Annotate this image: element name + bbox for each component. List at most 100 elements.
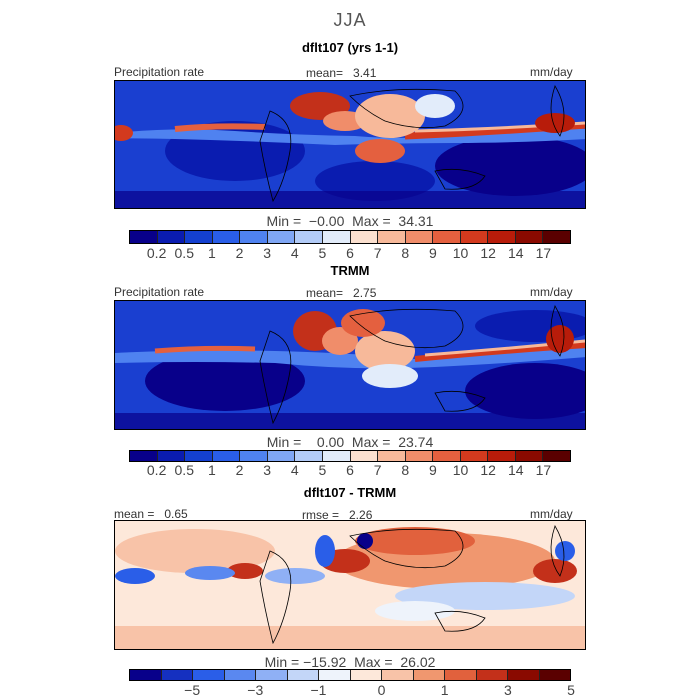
colorbar-tick-label: 17 (535, 245, 552, 261)
colorbar-segment (382, 670, 414, 680)
panel-2-units-label: mm/day (530, 285, 573, 299)
colorbar-segment (212, 231, 241, 243)
colorbar-segment (212, 451, 241, 461)
colorbar-segment (256, 670, 288, 680)
colorbar-tick-label: 8 (401, 245, 410, 261)
colorbar-tick-label: 12 (480, 245, 496, 261)
colorbar-tick-label: 6 (346, 245, 354, 261)
panel-2-title: TRMM (330, 263, 370, 278)
colorbar-segment (287, 670, 319, 680)
panel-3-rmse-label: rmse = 2.26 (302, 508, 373, 522)
colorbar-segment (185, 231, 213, 243)
colorbar-tick-label: −1 (310, 682, 327, 698)
panel-1-colorbar-ticks: 0.2 0.5 1 2 3 4 5 6 7 8 9 10 12 14 17 (129, 245, 571, 263)
panel-3-difference-field (115, 521, 585, 649)
panel-2-variable-label: Precipitation rate (114, 285, 205, 299)
colorbar-tick-label: 5 (567, 682, 575, 698)
colorbar-segment (488, 451, 516, 461)
panel-3-colorbar-ticks: −5 −3 −1 0 1 3 5 (129, 682, 575, 700)
colorbar-segment (405, 451, 434, 461)
colorbar-segment (378, 451, 406, 461)
colorbar-segment (130, 231, 158, 243)
colorbar-segment (539, 670, 570, 680)
panel-1-colorbar (129, 230, 571, 244)
colorbar-segment (405, 231, 434, 243)
colorbar-segment (295, 231, 323, 243)
colorbar-tick-label: 7 (373, 462, 382, 478)
colorbar-segment (508, 670, 540, 680)
panel-1-mean-label: mean= 3.41 (306, 66, 377, 80)
panel-1-precip-field (115, 81, 585, 208)
panel-1-title: dflt107 (yrs 1-1) (301, 40, 399, 55)
colorbar-segment (488, 231, 516, 243)
colorbar-segment (322, 231, 351, 243)
colorbar-tick-label: 10 (452, 245, 469, 261)
panel-2-colorbar-ticks: 0.2 0.5 1 2 3 4 5 6 7 8 9 10 12 14 17 (129, 462, 571, 480)
panel-1-minmax: Min = −0.00 Max = 34.31 (266, 213, 434, 229)
panel-1-map (114, 80, 586, 209)
panel-1-units-label: mm/day (530, 65, 573, 79)
panel-3-minmax: Min = −15.92 Max = 26.02 (264, 654, 436, 670)
colorbar-segment (543, 231, 570, 243)
colorbar-tick-label: 5 (318, 462, 327, 478)
panel-3-colorbar (129, 669, 571, 681)
colorbar-segment (445, 670, 477, 680)
panel-3-map (114, 520, 586, 650)
colorbar-tick-label: 12 (480, 462, 496, 478)
colorbar-segment (130, 670, 162, 680)
colorbar-segment (350, 451, 379, 461)
colorbar-tick-label: 3 (503, 682, 512, 698)
colorbar-tick-label: 14 (507, 462, 524, 478)
panel-1-variable-label: Precipitation rate (114, 65, 205, 79)
colorbar-segment (157, 231, 186, 243)
colorbar-tick-label: 17 (535, 462, 552, 478)
colorbar-segment (319, 670, 351, 680)
colorbar-tick-label: 9 (428, 245, 437, 261)
colorbar-segment (240, 451, 268, 461)
colorbar-segment (515, 451, 544, 461)
panel-2-precip-field (115, 301, 585, 429)
colorbar-segment (378, 231, 406, 243)
colorbar-segment (185, 451, 213, 461)
colorbar-tick-label: 10 (452, 462, 469, 478)
colorbar-segment (157, 451, 186, 461)
panel-2-colorbar (129, 450, 571, 462)
colorbar-tick-label: 4 (290, 245, 299, 261)
colorbar-tick-label: 5 (318, 245, 327, 261)
colorbar-segment (240, 231, 268, 243)
panel-3-title: dflt107 - TRMM (303, 485, 397, 500)
colorbar-segment (322, 451, 351, 461)
colorbar-tick-label: 0.2 (146, 462, 167, 478)
colorbar-segment (350, 231, 379, 243)
colorbar-segment (267, 231, 296, 243)
colorbar-tick-label: 14 (507, 245, 524, 261)
colorbar-tick-label: 9 (428, 462, 437, 478)
colorbar-tick-label: 0.5 (174, 245, 194, 261)
colorbar-tick-label: 0 (377, 682, 386, 698)
panel-3-units-label: mm/day (530, 507, 573, 521)
colorbar-tick-label: −3 (247, 682, 264, 698)
colorbar-tick-label: 2 (235, 245, 244, 261)
colorbar-segment (543, 451, 570, 461)
colorbar-tick-label: 2 (235, 462, 244, 478)
colorbar-tick-label: 3 (263, 245, 272, 261)
colorbar-segment (433, 231, 461, 243)
colorbar-tick-label: 8 (401, 462, 410, 478)
season-title: JJA (333, 10, 367, 30)
colorbar-tick-label: 1 (207, 462, 216, 478)
colorbar-segment (460, 231, 489, 243)
colorbar-tick-label: 3 (263, 462, 272, 478)
colorbar-tick-label: 6 (346, 462, 354, 478)
colorbar-segment (130, 451, 158, 461)
colorbar-segment (476, 670, 508, 680)
colorbar-tick-label: 1 (440, 682, 449, 698)
colorbar-segment (161, 670, 193, 680)
colorbar-tick-label: 0.2 (146, 245, 167, 261)
colorbar-segment (413, 670, 445, 680)
colorbar-tick-label: 1 (207, 245, 216, 261)
colorbar-tick-label: 4 (290, 462, 299, 478)
panel-3-mean-label: mean = 0.65 (114, 507, 188, 521)
colorbar-tick-label: 0.5 (174, 462, 194, 478)
colorbar-segment (460, 451, 489, 461)
colorbar-segment (515, 231, 544, 243)
